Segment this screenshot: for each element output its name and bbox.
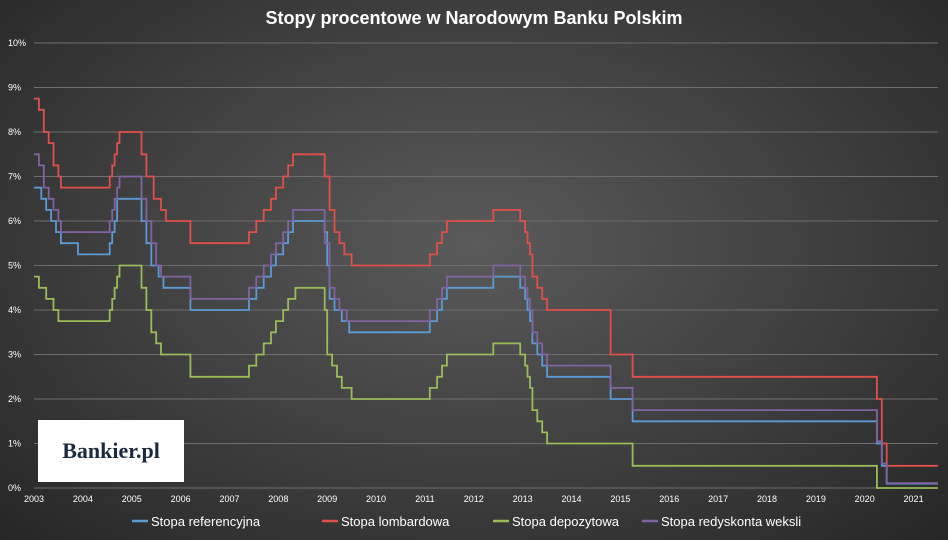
x-tick-label: 2004: [73, 494, 93, 504]
y-tick-label: 6%: [8, 216, 21, 226]
x-tick-label: 2006: [171, 494, 191, 504]
x-tick-label: 2018: [757, 494, 777, 504]
x-tick-label: 2021: [904, 494, 924, 504]
y-tick-label: 9%: [8, 83, 21, 93]
y-tick-label: 5%: [8, 261, 21, 271]
legend-label-stopa-redyskonta-weksli: Stopa redyskonta weksli: [661, 514, 801, 529]
legend-label-stopa-depozytowa: Stopa depozytowa: [512, 514, 620, 529]
x-tick-label: 2014: [561, 494, 581, 504]
x-tick-label: 2007: [219, 494, 239, 504]
series-line-stopa-redyskonta-weksli: [34, 153, 938, 484]
x-tick-label: 2019: [806, 494, 826, 504]
y-tick-label: 1%: [8, 439, 21, 449]
y-tick-label: 2%: [8, 394, 21, 404]
x-axis-ticks: 2003 2004 2005 2006 2007 2008 2009 2010 2011 2012…: [24, 494, 924, 504]
x-tick-label: 2008: [268, 494, 288, 504]
x-tick-label: 2011: [415, 494, 434, 504]
series-line-stopa-lombardowa: [34, 97, 938, 467]
y-tick-label: 10%: [8, 38, 26, 48]
x-tick-label: 2013: [513, 494, 533, 504]
legend: Stopa referencyjna Stopa lombardowa Stopa …: [132, 514, 801, 529]
legend-label-stopa-referencyjna: Stopa referencyjna: [151, 514, 261, 529]
x-tick-label: 2016: [659, 494, 679, 504]
x-tick-label: 2020: [855, 494, 875, 504]
legend-label-stopa-lombardowa: Stopa lombardowa: [341, 514, 450, 529]
chart-title: Stopy procentowe w Narodowym Banku Polsk…: [265, 8, 683, 28]
y-tick-label: 8%: [8, 127, 21, 137]
bankier-logo: Bankier.pl: [38, 420, 184, 482]
y-tick-label: 0%: [8, 483, 21, 493]
y-tick-label: 7%: [8, 172, 21, 182]
series-lines: [34, 97, 938, 489]
x-tick-label: 2017: [708, 494, 728, 504]
series-line-stopa-depozytowa: [34, 264, 938, 489]
x-tick-label: 2010: [366, 494, 386, 504]
x-tick-label: 2009: [317, 494, 337, 504]
y-tick-label: 4%: [8, 305, 21, 315]
y-tick-label: 3%: [8, 350, 21, 360]
x-tick-label: 2012: [464, 494, 484, 504]
x-tick-label: 2005: [122, 494, 142, 504]
y-axis-ticks: 0% 1% 2% 3% 4% 5% 6% 7% 8% 9% 10%: [8, 38, 26, 493]
x-tick-label: 2003: [24, 494, 44, 504]
x-tick-label: 2015: [610, 494, 630, 504]
